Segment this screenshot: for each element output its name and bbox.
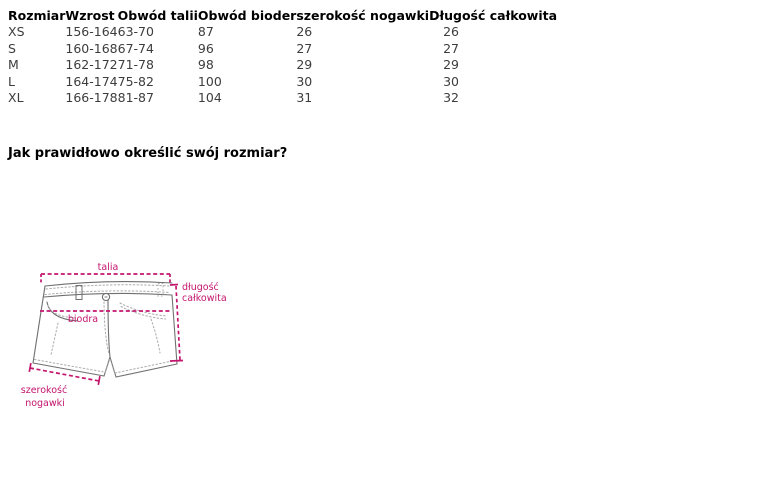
- shorts-diagram-svg: talia długość całkowita biodra szerokość…: [21, 262, 227, 409]
- leg-width-measure-line: [29, 367, 100, 382]
- column-header-rozmiar: Rozmiar: [8, 8, 66, 23]
- cell-hips: 100: [197, 73, 222, 89]
- page-title: Jak prawidłowo określić swój rozmiar?: [8, 146, 288, 161]
- total-length-label-line1: długość: [182, 282, 219, 293]
- total-length-label-line2: całkowita: [182, 293, 227, 304]
- cell-leg-width: 27: [296, 40, 313, 56]
- cell-waist: 75-82: [117, 73, 154, 89]
- table-row-s: S 160-168 67-74 96 27 27: [8, 41, 569, 58]
- cell-hips: 98: [197, 57, 214, 72]
- cell-leg-width: 29: [296, 57, 313, 72]
- shorts-measurement-diagram: talia długość całkowita biodra szerokość…: [20, 256, 240, 412]
- cell-height: 164-174: [65, 73, 118, 89]
- table-row-xl: XL 166-178 81-87 104 31 32: [8, 90, 569, 107]
- measurement-lines: [28, 273, 184, 386]
- cell-size: XL: [8, 90, 24, 105]
- waist-label: talia: [98, 262, 119, 273]
- belt-loop: [157, 283, 164, 297]
- cell-size: XS: [8, 24, 25, 39]
- cell-height: 160-168: [65, 40, 118, 56]
- cell-hips: 96: [197, 40, 214, 56]
- cell-height: 166-178: [65, 90, 118, 105]
- leg-width-label-line2: nogawki: [25, 398, 65, 409]
- column-header-dlugosc-calkowita: Długość całkowita: [429, 8, 558, 23]
- column-header-obwod-talii: Obwód talii: [117, 8, 198, 23]
- column-header-szerokosc-nogawki: szerokość nogawki: [296, 8, 430, 23]
- cell-total-length: 27: [443, 40, 459, 56]
- cell-leg-width: 30: [296, 73, 313, 89]
- cell-leg-width: 26: [296, 24, 313, 39]
- table-row-l: L 164-174 75-82 100 30 30: [8, 74, 569, 91]
- table-row-m: M 162-172 71-78 98 29 29: [8, 57, 569, 74]
- cell-height: 156-164: [65, 24, 118, 39]
- hips-label: biodra: [68, 314, 98, 325]
- cell-waist: 81-87: [117, 90, 154, 105]
- total-length-measure-line: [175, 285, 181, 361]
- size-table-header-row: Rozmiar Wzrost Obwód talii Obwód bioder …: [8, 7, 569, 24]
- cell-waist: 63-70: [117, 24, 154, 39]
- cell-total-length: 30: [443, 73, 459, 89]
- table-row-xs: XS 156-164 63-70 87 26 26: [8, 24, 569, 41]
- cell-waist: 67-74: [117, 40, 154, 56]
- cell-total-length: 29: [443, 57, 459, 72]
- cell-total-length: 26: [443, 24, 459, 39]
- cell-size: S: [8, 40, 16, 56]
- cell-size: M: [8, 57, 19, 72]
- column-header-wzrost: Wzrost: [65, 8, 115, 23]
- shorts-outline-drawing: [32, 281, 178, 378]
- leg-width-label-line1: szerokość: [21, 385, 67, 396]
- cell-hips: 104: [197, 90, 222, 105]
- belt-loop: [75, 285, 83, 300]
- column-header-obwod-bioder: Obwód bioder: [197, 8, 297, 23]
- cell-total-length: 32: [443, 90, 459, 105]
- cell-hips: 87: [197, 24, 214, 39]
- cell-size: L: [8, 73, 15, 89]
- cell-height: 162-172: [65, 57, 118, 72]
- cell-waist: 71-78: [117, 57, 154, 72]
- cell-leg-width: 31: [296, 90, 313, 105]
- size-table: Rozmiar Wzrost Obwód talii Obwód bioder …: [8, 7, 569, 107]
